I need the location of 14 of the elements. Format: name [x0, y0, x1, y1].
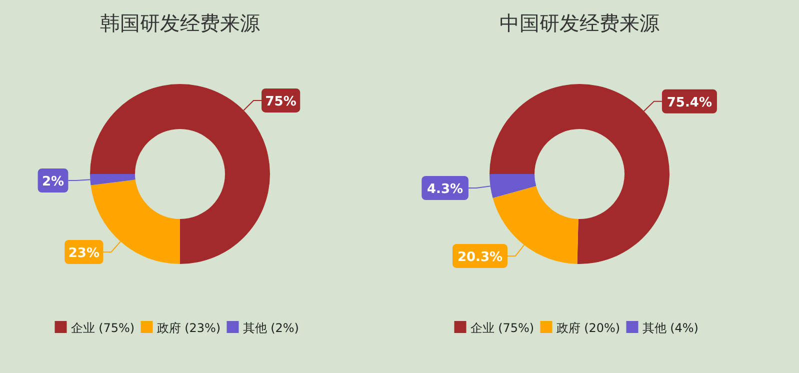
- legend-label: 企业 (75%): [70, 321, 135, 335]
- legend-label: 企业 (75%): [470, 321, 534, 335]
- data-label: 23%: [68, 246, 100, 262]
- legend-label: 政府 (20%): [556, 321, 620, 335]
- data-label: 20.3%: [457, 250, 503, 265]
- legend-label: 其他 (2%): [242, 321, 299, 335]
- chart-title: 韩国研发经费来源: [100, 11, 260, 35]
- chart-title: 中国研发经费来源: [500, 11, 660, 35]
- legend-label: 其他 (4%): [642, 321, 698, 335]
- data-label: 75.4%: [666, 95, 712, 110]
- data-label: 4.3%: [427, 182, 464, 198]
- legend-label: 政府 (23%): [156, 321, 221, 335]
- data-label: 2%: [42, 174, 64, 190]
- data-label: 75%: [265, 94, 296, 110]
